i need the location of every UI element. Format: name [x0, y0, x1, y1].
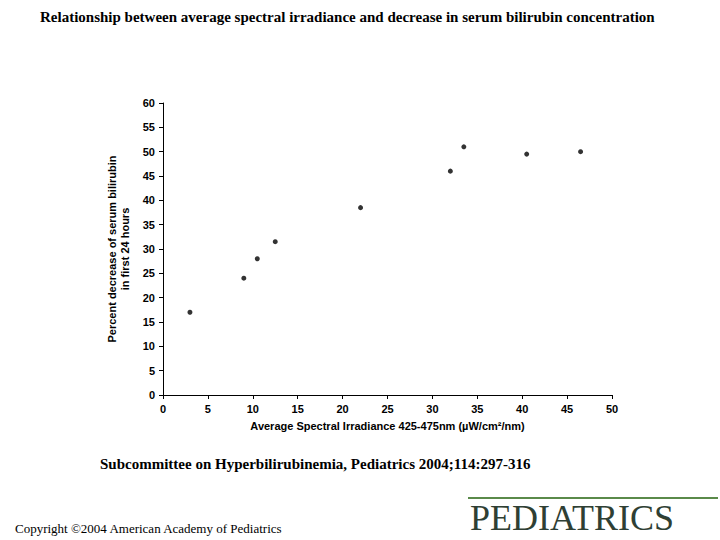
svg-text:30: 30 [426, 403, 438, 415]
svg-text:40: 40 [143, 194, 155, 206]
svg-text:10: 10 [247, 403, 259, 415]
svg-text:15: 15 [292, 403, 304, 415]
svg-text:40: 40 [516, 403, 528, 415]
svg-text:0: 0 [160, 403, 166, 415]
svg-text:50: 50 [606, 403, 618, 415]
svg-text:35: 35 [471, 403, 483, 415]
svg-text:0: 0 [149, 389, 155, 401]
svg-text:5: 5 [149, 365, 155, 377]
svg-text:25: 25 [381, 403, 393, 415]
svg-text:50: 50 [143, 146, 155, 158]
svg-text:Copyright ©2004 American Acade: Copyright ©2004 American Academy of Pedi… [15, 521, 282, 536]
svg-text:20: 20 [143, 292, 155, 304]
svg-text:35: 35 [143, 219, 155, 231]
svg-text:Subcommittee on Hyperbilirubin: Subcommittee on Hyperbilirubinemia, Pedi… [100, 456, 531, 472]
svg-text:15: 15 [143, 316, 155, 328]
svg-text:5: 5 [205, 403, 211, 415]
svg-text:Average Spectral Irradiance 42: Average Spectral Irradiance 425-475nm (µ… [250, 420, 525, 432]
svg-text:20: 20 [336, 403, 348, 415]
svg-text:Relationship between average s: Relationship between average spectral ir… [40, 9, 655, 25]
svg-text:30: 30 [143, 243, 155, 255]
svg-text:Percent decrease of serum bili: Percent decrease of serum bilirubin [106, 155, 118, 342]
svg-text:55: 55 [143, 121, 155, 133]
svg-text:10: 10 [143, 340, 155, 352]
svg-text:PEDIATRICS: PEDIATRICS [470, 498, 674, 538]
svg-text:45: 45 [561, 403, 573, 415]
svg-text:60: 60 [143, 97, 155, 109]
svg-text:45: 45 [143, 170, 155, 182]
svg-text:in first 24 hours: in first 24 hours [119, 208, 131, 291]
svg-text:25: 25 [143, 267, 155, 279]
